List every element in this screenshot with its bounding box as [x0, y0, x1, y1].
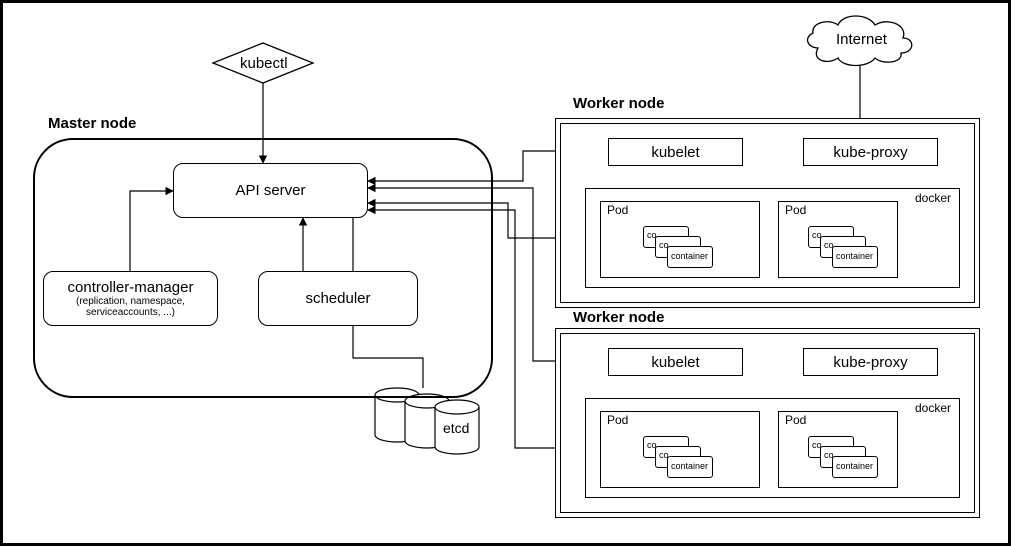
w1-pod1-c3-label: container	[671, 251, 708, 261]
controller-manager-label: controller-manager	[68, 279, 194, 296]
w1-kubeproxy-box: kube-proxy	[803, 138, 938, 166]
w2-docker-label: docker	[915, 401, 951, 415]
w2-pod1-label: Pod	[607, 413, 628, 427]
w1-kubelet-box: kubelet	[608, 138, 743, 166]
scheduler-label: scheduler	[305, 290, 370, 307]
worker-node-1-title: Worker node	[573, 95, 664, 112]
w1-kubeproxy-label: kube-proxy	[833, 144, 907, 161]
api-server-box: API server	[173, 163, 368, 218]
api-server-label: API server	[235, 182, 305, 199]
w2-pod2-label: Pod	[785, 413, 806, 427]
w1-docker-label: docker	[915, 191, 951, 205]
scheduler-box: scheduler	[258, 271, 418, 326]
w1-pod1-label: Pod	[607, 203, 628, 217]
diagram-canvas: Internet kubectl Master node Worker node…	[0, 0, 1011, 546]
w2-kubelet-box: kubelet	[608, 348, 743, 376]
worker-node-2-title: Worker node	[573, 309, 664, 326]
w2-kubeproxy-label: kube-proxy	[833, 354, 907, 371]
w1-kubelet-label: kubelet	[651, 144, 699, 161]
kubectl-label: kubectl	[240, 55, 288, 72]
w1-pod2-label: Pod	[785, 203, 806, 217]
w1-pod2-c3-label: container	[836, 251, 873, 261]
w2-pod2-c3-label: container	[836, 461, 873, 471]
controller-manager-sub: (replication, namespace, serviceaccounts…	[48, 296, 213, 318]
etcd-label: etcd	[443, 420, 469, 436]
controller-manager-box: controller-manager (replication, namespa…	[43, 271, 218, 326]
w2-kubeproxy-box: kube-proxy	[803, 348, 938, 376]
internet-label: Internet	[836, 31, 887, 48]
w2-pod1-c3-label: container	[671, 461, 708, 471]
w2-kubelet-label: kubelet	[651, 354, 699, 371]
master-node-title: Master node	[48, 115, 136, 132]
